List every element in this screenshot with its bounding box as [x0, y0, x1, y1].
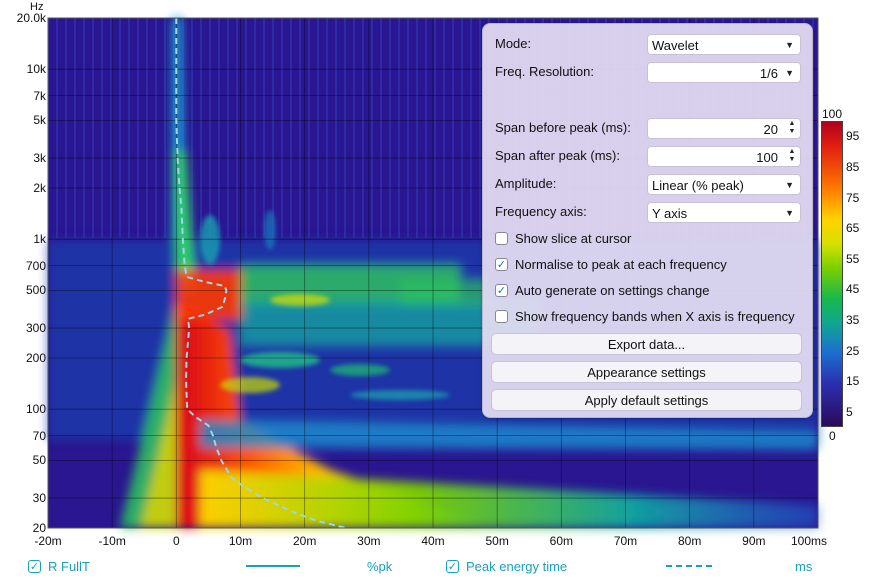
appearance-settings-button[interactable]: Appearance settings [491, 361, 802, 383]
y-tick-label: 500 [25, 283, 46, 298]
amplitude-label: Amplitude: [495, 176, 557, 191]
mode-value: Wavelet [652, 38, 699, 53]
checkmark-icon[interactable]: ✓ [495, 258, 508, 271]
freq-axis-value: Y axis [652, 206, 688, 221]
checkmark-icon[interactable]: ✓ [495, 284, 508, 297]
y-tick-label: 200 [25, 351, 46, 365]
x-tick-label: 50m [485, 534, 509, 548]
color-scale-label: 5 [846, 404, 853, 419]
dashed-line-icon [666, 565, 716, 567]
color-scale-label: 95 [846, 129, 860, 144]
mode-select[interactable]: Wavelet ▼ [647, 34, 801, 55]
y-tick-label: 3k [33, 151, 46, 166]
show-bands-checkbox[interactable]: Show frequency bands when X axis is freq… [495, 309, 795, 324]
legend: ✓ R FullT %pk ✓ Peak energy time ms [0, 557, 884, 577]
freq-axis-label: Frequency axis: [495, 204, 587, 219]
ringing-details [200, 210, 450, 400]
x-tick-label: 20m [292, 534, 317, 548]
color-scale-label: 75 [846, 190, 860, 205]
check-label: Normalise to peak at each frequency [515, 257, 727, 272]
color-scale-label: 25 [846, 343, 860, 358]
y-tick-label: 10k [26, 62, 46, 77]
freq-res-value: 1/6 [759, 66, 778, 81]
stepper-arrows-icon[interactable]: ▲ ▼ [788, 148, 796, 163]
y-tick-label: 50 [32, 453, 46, 468]
checkmark-icon[interactable]: ✓ [446, 560, 459, 573]
stepper-arrows-icon[interactable]: ▲ ▼ [788, 120, 796, 135]
color-scale-label: 35 [846, 312, 860, 327]
color-scale-max: 100 [822, 107, 843, 121]
x-tick-label: -20m [34, 534, 62, 548]
y-tick-label: 700 [25, 258, 46, 273]
color-scale-label: 45 [846, 282, 860, 297]
legend-trace1-unit: %pk [367, 559, 393, 574]
y-tick-label: 30 [32, 491, 46, 506]
span-after-spinner[interactable]: 100 ▲ ▼ [647, 146, 801, 167]
y-tick-label: 300 [25, 321, 46, 336]
y-tick-label: 70 [32, 428, 46, 443]
mode-label: Mode: [495, 36, 532, 51]
x-tick-label: 30m [357, 534, 381, 548]
y-tick-label: 20.0k [16, 11, 46, 25]
check-label: Show frequency bands when X axis is freq… [515, 309, 795, 324]
checkbox-unchecked-icon[interactable] [495, 232, 508, 245]
legend-trace2-label: Peak energy time [466, 559, 568, 574]
span-before-label: Span before peak (ms): [495, 120, 631, 135]
amplitude-value: Linear (% peak) [652, 178, 744, 193]
x-tick-label: 80m [677, 534, 702, 548]
x-tick-label: 70m [613, 534, 638, 548]
amplitude-select[interactable]: Linear (% peak) ▼ [647, 174, 801, 195]
x-tick-label: -10m [98, 534, 126, 548]
export-data-button[interactable]: Export data... [491, 333, 802, 355]
span-before-value: 20 [763, 122, 778, 137]
freq-res-select[interactable]: 1/6 ▼ [647, 62, 801, 83]
y-axis-unit: Hz [30, 1, 44, 13]
legend-trace2-swatch [666, 559, 716, 573]
legend-trace1-label: R FullT [48, 559, 90, 574]
span-after-value: 100 [756, 150, 778, 165]
plot-border [47, 17, 819, 529]
check-label: Show slice at cursor [515, 231, 632, 246]
x-tick-label: 0 [172, 534, 180, 548]
legend-trace1[interactable]: ✓ R FullT [28, 559, 90, 574]
span-after-label: Span after peak (ms): [495, 148, 620, 163]
legend-trace2[interactable]: ✓ Peak energy time [446, 559, 567, 574]
auto-generate-checkbox[interactable]: ✓ Auto generate on settings change [495, 283, 709, 298]
dropdown-arrow-icon: ▼ [785, 40, 794, 50]
y-tick-label: 20 [32, 521, 46, 535]
x-tick-label: 40m [421, 534, 445, 548]
color-scale-label: 85 [846, 159, 860, 174]
color-scale-label: 55 [846, 251, 860, 266]
y-tick-label: 5k [33, 113, 46, 128]
x-tick-label: 60m [549, 534, 573, 548]
color-scale-label: 15 [846, 374, 860, 389]
freq-axis-select[interactable]: Y axis ▼ [647, 202, 801, 223]
freq-res-label: Freq. Resolution: [495, 64, 594, 79]
checkbox-unchecked-icon[interactable] [495, 310, 508, 323]
normalise-checkbox[interactable]: ✓ Normalise to peak at each frequency [495, 257, 727, 272]
color-scale-min: 0 [829, 429, 836, 443]
checkmark-icon[interactable]: ✓ [28, 560, 41, 573]
legend-trace1-swatch [246, 559, 300, 573]
show-slice-checkbox[interactable]: Show slice at cursor [495, 231, 631, 246]
dropdown-arrow-icon: ▼ [785, 208, 794, 218]
y-tick-label: 2k [33, 181, 46, 195]
y-tick-label: 100 [25, 402, 46, 417]
y-tick-label: 1k [33, 232, 46, 247]
solid-line-icon [246, 565, 300, 567]
color-scale-label: 65 [846, 221, 860, 236]
color-scale-bar [821, 121, 843, 427]
apply-defaults-button[interactable]: Apply default settings [491, 389, 802, 411]
check-label: Auto generate on settings change [515, 283, 710, 298]
settings-panel: Mode: Wavelet ▼ Freq. Resolution: 1/6 ▼ … [482, 23, 813, 418]
x-tick-label: 90m [742, 534, 766, 548]
span-before-spinner[interactable]: 20 ▲ ▼ [647, 118, 801, 139]
dropdown-arrow-icon: ▼ [785, 180, 794, 190]
x-tick-label: 100ms [790, 534, 828, 548]
dropdown-arrow-icon: ▼ [785, 68, 794, 78]
x-tick-label: 10m [228, 534, 253, 548]
legend-trace2-unit: ms [795, 559, 813, 574]
y-tick-label: 7k [33, 88, 46, 103]
